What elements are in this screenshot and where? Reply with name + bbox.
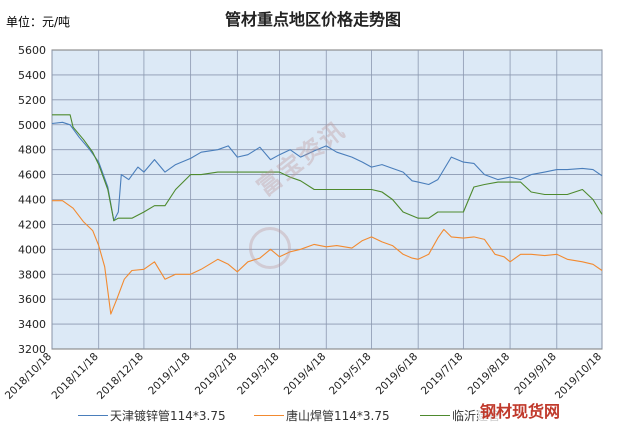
y-tick-label: 4800 bbox=[18, 144, 46, 157]
unit-label: 单位：元/吨 bbox=[6, 15, 71, 29]
legend-item-tianjin: 天津镀锌管114*3.75 bbox=[78, 407, 226, 424]
legend-swatch-tianjin bbox=[78, 415, 108, 416]
series-line-1 bbox=[52, 200, 603, 315]
x-tick-label: 2019/3/18 bbox=[235, 351, 282, 398]
x-tick-label: 2019/1/18 bbox=[146, 351, 193, 398]
legend: 天津镀锌管114*3.75 唐山焊管114*3.75 临沂建管 bbox=[0, 407, 626, 427]
y-axis-ticks: 3200 3400 3600 3800 4000 4200 4400 4600 4800 5000… bbox=[18, 44, 46, 356]
watermark-logo-icon bbox=[249, 227, 291, 269]
x-tick-label: 2019/2/18 bbox=[193, 351, 240, 398]
x-tick-label: 2019/7/18 bbox=[419, 351, 466, 398]
corner-logo: 钢材现货网 bbox=[478, 398, 563, 422]
x-tick-label: 2019/4/18 bbox=[282, 351, 329, 398]
legend-swatch-linyi bbox=[420, 415, 450, 416]
x-tick-label: 2019/6/18 bbox=[374, 351, 421, 398]
x-tick-label: 2019/10/18 bbox=[553, 351, 604, 402]
y-tick-label: 4600 bbox=[18, 169, 46, 182]
y-tick-label: 5000 bbox=[18, 119, 46, 132]
legend-swatch-tangshan bbox=[254, 415, 284, 416]
y-tick-label: 4000 bbox=[18, 243, 46, 256]
x-tick-label: 2019/5/18 bbox=[327, 351, 374, 398]
series-line-0 bbox=[51, 121, 603, 222]
y-tick-label: 5600 bbox=[18, 44, 46, 57]
legend-label-tianjin: 天津镀锌管114*3.75 bbox=[110, 409, 226, 423]
y-tick-label: 3400 bbox=[18, 318, 46, 331]
series-lines bbox=[51, 114, 603, 315]
x-tick-label: 2019/9/18 bbox=[512, 351, 559, 398]
x-tick-label: 2018/12/18 bbox=[95, 351, 146, 402]
y-tick-label: 3800 bbox=[18, 268, 46, 281]
chart-title: 管材重点地区价格走势图 bbox=[224, 10, 401, 29]
y-tick-label: 3600 bbox=[18, 293, 46, 306]
y-tick-label: 3200 bbox=[18, 343, 46, 356]
x-tick-label: 2018/11/18 bbox=[50, 351, 101, 402]
series-line-2 bbox=[52, 114, 603, 222]
grid-lines bbox=[51, 50, 603, 349]
x-tick-label: 2018/10/18 bbox=[3, 351, 54, 402]
y-tick-label: 5200 bbox=[18, 94, 46, 107]
y-tick-label: 4400 bbox=[18, 194, 46, 207]
legend-label-tangshan: 唐山焊管114*3.75 bbox=[286, 409, 390, 423]
y-tick-label: 5400 bbox=[18, 69, 46, 82]
x-tick-label: 2019/8/18 bbox=[466, 351, 513, 398]
y-tick-label: 4200 bbox=[18, 218, 46, 231]
legend-item-tangshan: 唐山焊管114*3.75 bbox=[254, 407, 390, 424]
